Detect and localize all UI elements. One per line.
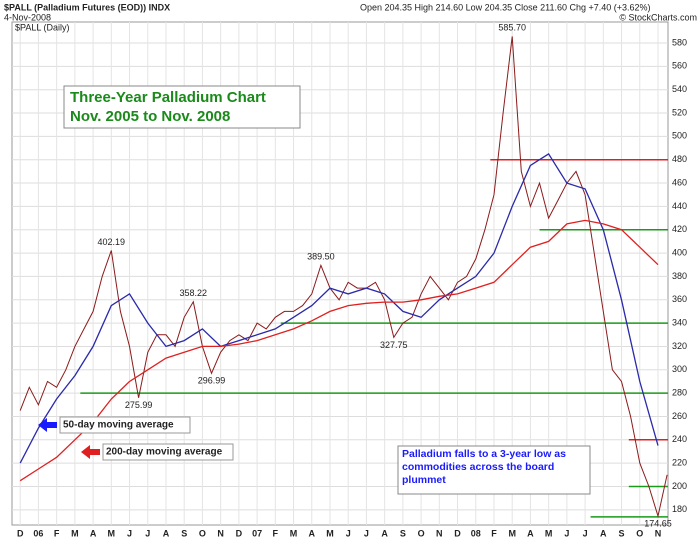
- x-tick-label: A: [90, 528, 97, 538]
- y-tick-label: 280: [672, 387, 687, 397]
- data-label: 402.19: [98, 237, 126, 247]
- note: Palladium falls to a 3-year low as commo…: [402, 448, 566, 486]
- y-tick-label: 360: [672, 294, 687, 304]
- x-tick-label: M: [108, 528, 116, 538]
- y-tick-label: 520: [672, 107, 687, 117]
- legend-box: [102, 443, 234, 461]
- x-tick-label: D: [17, 528, 24, 538]
- x-tick-label: A: [600, 528, 607, 538]
- x-tick-label: N: [436, 528, 443, 538]
- chart-subtitle: Nov. 2005 to Nov. 2008: [70, 108, 230, 125]
- y-tick-label: 220: [672, 458, 687, 468]
- x-tick-label: S: [619, 528, 625, 538]
- x-tick-label: N: [217, 528, 224, 538]
- x-tick-label: O: [418, 528, 425, 538]
- legend-label: 50-day moving average: [63, 420, 174, 431]
- x-tick-label: A: [381, 528, 388, 538]
- y-tick-label: 440: [672, 201, 687, 211]
- y-tick-label: 460: [672, 177, 687, 187]
- y-tick-label: 200: [672, 481, 687, 491]
- x-tick-label: 07: [252, 528, 262, 538]
- y-tick-label: 240: [672, 434, 687, 444]
- x-tick-label: J: [583, 528, 588, 538]
- legend-arrow: [81, 445, 100, 459]
- x-tick-label: 06: [33, 528, 43, 538]
- note-text: Palladium falls to a 3-year low as commo…: [402, 448, 566, 486]
- y-tick-label: 180: [672, 504, 687, 514]
- series-line: [19, 36, 668, 519]
- data-label: 296.99: [198, 376, 226, 386]
- x-tick-label: M: [508, 528, 516, 538]
- x-tick-label: F: [491, 528, 497, 538]
- x-tick-label: M: [326, 528, 334, 538]
- x-tick-label: O: [636, 528, 643, 538]
- series-line: [19, 219, 659, 482]
- data-label: 389.50: [307, 252, 335, 262]
- source: © StockCharts.com: [619, 12, 697, 22]
- x-tick-label: J: [364, 528, 369, 538]
- data-label: 358.22: [180, 288, 208, 298]
- x-tick-label: F: [54, 528, 60, 538]
- panel-label: $PALL (Daily): [15, 22, 70, 32]
- x-tick-label: M: [290, 528, 298, 538]
- data-label: 174.65: [644, 518, 672, 528]
- x-tick-label: M: [545, 528, 553, 538]
- symbol: $PALL (Palladium Futures (EOD)) INDX: [4, 2, 170, 12]
- y-tick-label: 320: [672, 341, 687, 351]
- legend-box: [59, 416, 191, 434]
- x-tick-label: J: [145, 528, 150, 538]
- x-tick-label: D: [236, 528, 243, 538]
- chart-title: Three-Year Palladium Chart: [70, 89, 266, 106]
- y-tick-label: 580: [672, 37, 687, 47]
- x-tick-label: A: [527, 528, 534, 538]
- note-box: [397, 445, 591, 495]
- x-tick-label: A: [309, 528, 316, 538]
- x-tick-label: J: [346, 528, 351, 538]
- data-label: 327.75: [380, 340, 408, 350]
- legend-label: 200-day moving average: [106, 447, 223, 458]
- title-box: [63, 85, 301, 129]
- y-tick-label: 340: [672, 317, 687, 327]
- y-tick-label: 260: [672, 411, 687, 421]
- x-tick-label: S: [400, 528, 406, 538]
- x-tick-label: J: [564, 528, 569, 538]
- y-tick-label: 480: [672, 154, 687, 164]
- data-label: 275.99: [125, 400, 153, 410]
- y-tick-label: 560: [672, 61, 687, 71]
- y-tick-label: 420: [672, 224, 687, 234]
- series-line: [19, 152, 659, 464]
- x-tick-label: A: [163, 528, 170, 538]
- x-tick-label: D: [454, 528, 461, 538]
- y-tick-label: 300: [672, 364, 687, 374]
- x-tick-label: N: [655, 528, 662, 538]
- y-tick-label: 540: [672, 84, 687, 94]
- x-tick-label: F: [273, 528, 279, 538]
- y-tick-label: 400: [672, 247, 687, 257]
- x-tick-label: M: [71, 528, 79, 538]
- date: 4-Nov-2008: [4, 12, 51, 22]
- quote: Open 204.35 High 214.60 Low 204.35 Close…: [360, 2, 651, 12]
- y-tick-label: 380: [672, 271, 687, 281]
- legend-arrow: [38, 418, 57, 432]
- x-tick-label: S: [181, 528, 187, 538]
- x-tick-label: J: [127, 528, 132, 538]
- x-tick-label: O: [199, 528, 206, 538]
- x-tick-label: 08: [471, 528, 481, 538]
- y-tick-label: 500: [672, 131, 687, 141]
- data-label: 585.70: [498, 23, 526, 33]
